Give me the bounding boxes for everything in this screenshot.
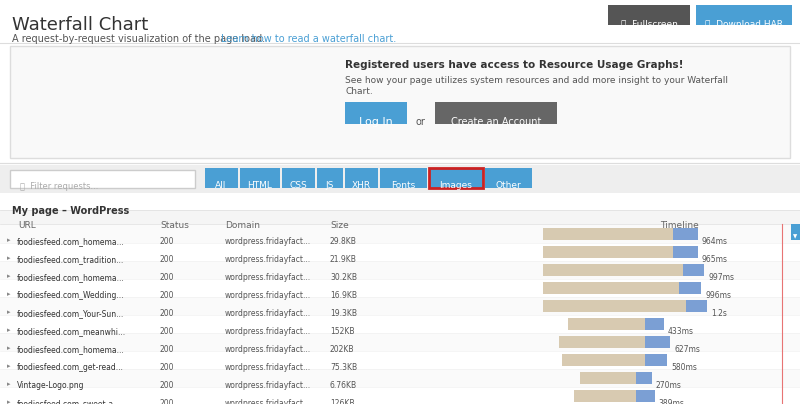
Text: 200: 200	[160, 381, 174, 390]
Text: MEMORY: MEMORY	[23, 88, 50, 93]
Text: Create an Account: Create an Account	[451, 117, 541, 127]
Text: 200: 200	[160, 399, 174, 404]
Text: wordpress.fridayfact...: wordpress.fridayfact...	[225, 255, 311, 264]
Text: wordpress.fridayfact...: wordpress.fridayfact...	[225, 381, 311, 390]
Text: All: All	[215, 181, 226, 190]
Text: CSS: CSS	[289, 181, 307, 190]
Text: wordpress.fridayfact...: wordpress.fridayfact...	[225, 363, 311, 372]
Text: HTML: HTML	[247, 181, 273, 190]
Text: 433ms: 433ms	[668, 327, 694, 336]
Text: 964ms: 964ms	[702, 237, 728, 246]
Text: Waterfall Chart: Waterfall Chart	[12, 16, 148, 34]
Text: Fonts: Fonts	[391, 181, 415, 190]
Text: Images: Images	[439, 181, 473, 190]
Text: foodiesfeed.com_sweet-a...: foodiesfeed.com_sweet-a...	[17, 399, 122, 404]
Text: ⤢  Fullscreen: ⤢ Fullscreen	[621, 19, 678, 28]
Text: 75.3KB: 75.3KB	[330, 363, 357, 372]
Text: 200: 200	[160, 255, 174, 264]
Text: 200: 200	[160, 309, 174, 318]
Text: 389ms: 389ms	[658, 399, 685, 404]
Text: 29.8KB: 29.8KB	[330, 237, 357, 246]
Text: 200: 200	[160, 327, 174, 336]
Text: See how your page utilizes system resources and add more insight to your Waterfa: See how your page utilizes system resour…	[345, 76, 728, 85]
Text: wordpress.fridayfact...: wordpress.fridayfact...	[225, 327, 311, 336]
Text: ▸: ▸	[7, 255, 10, 261]
Text: wordpress.fridayfact...: wordpress.fridayfact...	[225, 291, 311, 300]
Text: 200: 200	[160, 237, 174, 246]
Text: ▸: ▸	[7, 363, 10, 369]
Text: foodiesfeed.com_homema...: foodiesfeed.com_homema...	[17, 273, 125, 282]
Text: CPU: CPU	[23, 57, 35, 62]
Text: 152KB: 152KB	[330, 327, 354, 336]
Text: ▼: ▼	[793, 234, 797, 239]
Text: foodiesfeed.com_Your-Sun...: foodiesfeed.com_Your-Sun...	[17, 309, 124, 318]
Text: ▸: ▸	[7, 237, 10, 243]
Text: foodiesfeed.com_get-read...: foodiesfeed.com_get-read...	[17, 363, 124, 372]
Text: ▸: ▸	[7, 327, 10, 333]
Text: 200: 200	[160, 345, 174, 354]
Text: or: or	[415, 117, 425, 127]
Text: 200: 200	[160, 291, 174, 300]
Text: My page – WordPress: My page – WordPress	[12, 206, 130, 216]
Text: wordpress.fridayfact...: wordpress.fridayfact...	[225, 345, 311, 354]
Text: Domain: Domain	[225, 221, 260, 230]
Text: 21.9KB: 21.9KB	[330, 255, 357, 264]
Text: wordpress.fridayfact...: wordpress.fridayfact...	[225, 273, 311, 282]
Text: ▸: ▸	[7, 309, 10, 315]
Text: ▸: ▸	[7, 345, 10, 351]
Text: URL: URL	[18, 221, 36, 230]
Text: 202KB: 202KB	[330, 345, 354, 354]
Text: foodiesfeed.com_homema...: foodiesfeed.com_homema...	[17, 345, 125, 354]
Text: Registered users have access to Resource Usage Graphs!: Registered users have access to Resource…	[345, 60, 683, 70]
Text: wordpress.fridayfact...: wordpress.fridayfact...	[225, 237, 311, 246]
Text: 67 KB/s: 67 KB/s	[23, 134, 44, 139]
Text: 270ms: 270ms	[655, 381, 682, 390]
Text: 30.2KB: 30.2KB	[330, 273, 357, 282]
Text: JS: JS	[326, 181, 334, 190]
Text: ▸: ▸	[7, 273, 10, 279]
Text: 200: 200	[160, 273, 174, 282]
Text: 580ms: 580ms	[671, 363, 697, 372]
Text: ▸: ▸	[7, 291, 10, 297]
Text: Vintage-Logo.png: Vintage-Logo.png	[17, 381, 85, 390]
Text: Size: Size	[330, 221, 349, 230]
Text: 19.3KB: 19.3KB	[330, 309, 357, 318]
Text: A request-by-request visualization of the page load.: A request-by-request visualization of th…	[12, 34, 265, 44]
Text: ▸: ▸	[7, 381, 10, 387]
Text: 47.4%: 47.4%	[23, 70, 41, 75]
Text: Log In: Log In	[359, 117, 393, 127]
Text: 1.2s: 1.2s	[711, 309, 727, 318]
Text: ▸: ▸	[7, 399, 10, 404]
Text: DOWNLOAD: DOWNLOAD	[63, 121, 96, 126]
Text: Timeline: Timeline	[660, 221, 698, 230]
Text: Chart.: Chart.	[345, 87, 373, 96]
Text: 997ms: 997ms	[708, 273, 734, 282]
Text: Learn how to read a waterfall chart.: Learn how to read a waterfall chart.	[221, 34, 396, 44]
Text: wordpress.fridayfact...: wordpress.fridayfact...	[225, 309, 311, 318]
Text: 627ms: 627ms	[674, 345, 700, 354]
Text: Status: Status	[160, 221, 189, 230]
Text: foodiesfeed.com_tradition...: foodiesfeed.com_tradition...	[17, 255, 124, 264]
Text: 200: 200	[160, 363, 174, 372]
Text: ⤓  Download HAR: ⤓ Download HAR	[705, 19, 783, 28]
Text: foodiesfeed.com_meanwhi...: foodiesfeed.com_meanwhi...	[17, 327, 126, 336]
Text: UPLOAD: UPLOAD	[23, 121, 46, 126]
Text: XHR: XHR	[351, 181, 370, 190]
Text: 520 KB/s: 520 KB/s	[63, 134, 87, 139]
Text: 16.9KB: 16.9KB	[330, 291, 357, 300]
Text: 67 MB: 67 MB	[23, 100, 40, 105]
Text: 6.76KB: 6.76KB	[330, 381, 357, 390]
Text: foodiesfeed.com_Wedding...: foodiesfeed.com_Wedding...	[17, 291, 125, 300]
Text: Other: Other	[495, 181, 521, 190]
Text: 965ms: 965ms	[702, 255, 728, 264]
Text: foodiesfeed.com_homema...: foodiesfeed.com_homema...	[17, 237, 125, 246]
Text: 🔍  Filter requests...: 🔍 Filter requests...	[20, 182, 98, 191]
Text: wordpress.fridayfact...: wordpress.fridayfact...	[225, 399, 311, 404]
Text: 996ms: 996ms	[705, 291, 731, 300]
Text: 126KB: 126KB	[330, 399, 354, 404]
